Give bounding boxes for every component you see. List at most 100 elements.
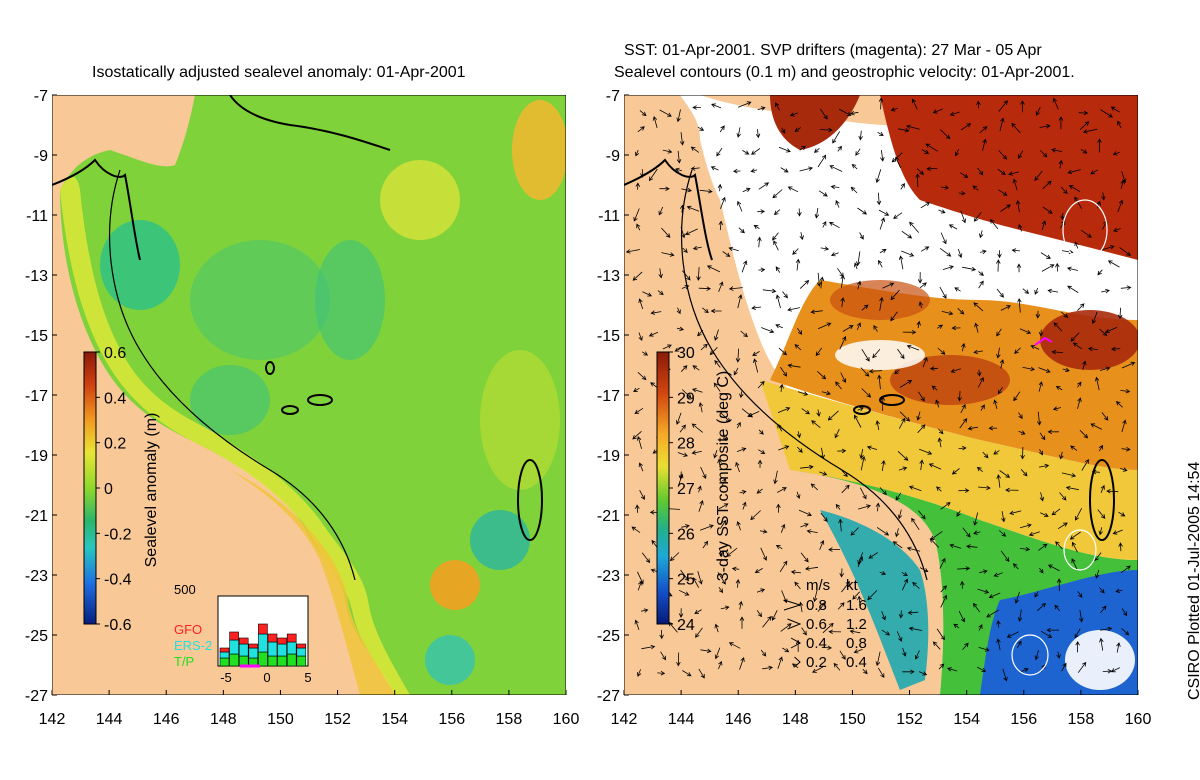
velocity-vector bbox=[950, 368, 961, 373]
velocity-vector bbox=[856, 251, 861, 266]
velocity-vector bbox=[771, 610, 778, 621]
right-longitude-tick: 156 bbox=[1010, 711, 1037, 728]
velocity-vector bbox=[1101, 245, 1115, 251]
velocity-vector bbox=[1118, 511, 1126, 517]
velocity-vector bbox=[635, 150, 640, 157]
velocity-vector bbox=[901, 578, 909, 591]
velocity-vector bbox=[1000, 204, 1011, 212]
velocity-vector bbox=[996, 619, 1001, 628]
velocity-vector bbox=[828, 547, 841, 552]
right-latitude-tick: -9 bbox=[606, 148, 620, 165]
velocity-vector bbox=[859, 487, 867, 500]
velocity-vector bbox=[986, 609, 999, 618]
velocity-vector bbox=[657, 290, 664, 296]
velocity-vector bbox=[898, 255, 904, 270]
velocity-vector bbox=[679, 424, 686, 433]
left-colorbar-label: Sealevel anomaly (m) bbox=[143, 413, 160, 568]
velocity-vector bbox=[911, 98, 918, 110]
velocity-vector bbox=[658, 206, 664, 216]
right-colorbar-ticks: 30 29 28 27 26 25 24 bbox=[669, 345, 695, 634]
right-sst-cyan-patch bbox=[820, 510, 929, 690]
sealevel-contour bbox=[1062, 199, 1108, 261]
velocity-vector bbox=[939, 557, 946, 569]
velocity-vector bbox=[660, 651, 667, 661]
velocity-vector bbox=[762, 288, 777, 294]
velocity-vector bbox=[694, 609, 702, 615]
velocity-vector bbox=[754, 568, 763, 574]
velocity-vector bbox=[996, 288, 1004, 298]
histogram-bar-segment bbox=[258, 623, 268, 635]
velocity-vector bbox=[978, 485, 991, 491]
velocity-vector bbox=[718, 220, 724, 231]
velocity-vector bbox=[782, 647, 790, 653]
right-longitude-tick: 152 bbox=[896, 711, 923, 728]
velocity-vector bbox=[976, 466, 983, 473]
velocity-vector bbox=[737, 294, 743, 309]
velocity-vector bbox=[639, 110, 647, 117]
velocity-vector bbox=[719, 125, 725, 133]
velocity-vector bbox=[1047, 429, 1059, 435]
velocity-vector bbox=[957, 566, 971, 571]
velocity-vector bbox=[993, 572, 1003, 577]
velocity-vector bbox=[804, 566, 819, 571]
velocity-vector bbox=[1055, 541, 1063, 550]
velocity-vector bbox=[814, 207, 820, 219]
velocity-vector bbox=[757, 106, 766, 111]
velocity-vector bbox=[739, 657, 745, 670]
velocity-vector bbox=[917, 272, 923, 284]
velocity-vector bbox=[875, 651, 881, 667]
histogram-bar-segment bbox=[267, 633, 278, 643]
velocity-vector bbox=[777, 656, 783, 669]
left-island bbox=[517, 459, 543, 541]
right-latitude-tick: -23 bbox=[597, 568, 620, 585]
velocity-vector bbox=[901, 250, 915, 257]
velocity-vector bbox=[1100, 605, 1107, 614]
velocity-vector bbox=[999, 117, 1005, 132]
velocity-vector bbox=[669, 552, 680, 562]
velocity-vector bbox=[917, 424, 926, 434]
velocity-vector bbox=[1082, 360, 1087, 371]
velocity-vector bbox=[652, 116, 658, 129]
velocity-vector bbox=[1042, 206, 1053, 214]
right-latitude-tick: -27 bbox=[597, 688, 620, 705]
velocity-vector bbox=[856, 322, 861, 331]
velocity-vector bbox=[762, 615, 772, 628]
satellite-legend-entry: GFO bbox=[174, 622, 202, 637]
velocity-vector bbox=[775, 294, 781, 309]
velocity-vector bbox=[756, 488, 763, 494]
velocity-vector bbox=[738, 600, 743, 610]
right-colorbar-ramp bbox=[656, 351, 670, 625]
right-latitude-tick: -21 bbox=[597, 508, 620, 525]
velocity-vector bbox=[850, 186, 858, 194]
velocity-vector bbox=[679, 132, 685, 146]
left-sla-high-patch bbox=[430, 560, 480, 610]
velocity-vector bbox=[998, 100, 1008, 112]
velocity-vector bbox=[710, 166, 719, 171]
velocity-vector bbox=[1081, 458, 1089, 471]
velocity-vector bbox=[940, 232, 947, 245]
velocity-vector bbox=[1056, 578, 1062, 592]
axis-ticks: -7 -9 -11 -13 -15 -17 -19 -21 -23 -25 -27 142 144 146… bbox=[25, 88, 1152, 728]
velocity-vector bbox=[833, 662, 841, 671]
histogram-bar-segment bbox=[277, 637, 287, 645]
velocity-vector bbox=[781, 127, 786, 134]
velocity-vector bbox=[1052, 97, 1059, 110]
velocity-vector bbox=[977, 666, 987, 672]
velocity-vector bbox=[820, 246, 830, 251]
velocity-vector bbox=[637, 126, 645, 133]
velocity-vector bbox=[1038, 449, 1043, 456]
velocity-vector bbox=[1035, 310, 1041, 319]
velocity-vector bbox=[816, 272, 822, 287]
left-colorbar-tick: -0.4 bbox=[104, 572, 132, 589]
velocity-vector bbox=[853, 648, 863, 654]
histogram-bar-segment bbox=[296, 647, 307, 657]
velocity-vector bbox=[702, 540, 709, 549]
velocity-vector bbox=[1015, 199, 1021, 213]
velocity-vector bbox=[819, 276, 825, 289]
velocity-vector bbox=[632, 271, 643, 281]
velocity-vector bbox=[1020, 668, 1029, 673]
velocity-vector bbox=[939, 247, 952, 257]
velocity-vector bbox=[988, 592, 1001, 599]
velocity-vector bbox=[1055, 262, 1060, 272]
